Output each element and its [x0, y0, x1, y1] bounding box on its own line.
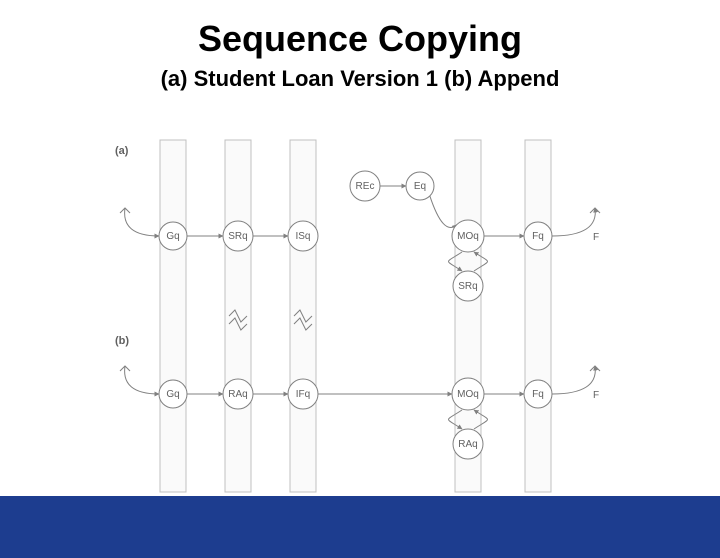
- page-title: Sequence Copying: [0, 18, 720, 60]
- edge: [552, 366, 595, 394]
- node-label: ISq: [295, 231, 310, 242]
- sequence-diagram: (a) (b) F F REc Eq Gq SRq ISq MOq Fq SRq Gq RAq IFq MOq…: [105, 136, 615, 496]
- page-subtitle: (a) Student Loan Version 1 (b) Append: [0, 66, 720, 92]
- node-label: REc: [356, 181, 375, 192]
- panel-label: (a): [115, 145, 129, 157]
- node-label: RAq: [458, 439, 477, 450]
- node-label: SRq: [228, 231, 247, 242]
- node-label: Fq: [532, 389, 544, 400]
- terminal-label: F: [593, 232, 599, 243]
- node-label: Gq: [166, 231, 179, 242]
- terminal-label: F: [593, 390, 599, 401]
- node-label: MOq: [457, 389, 479, 400]
- edge: [552, 208, 595, 236]
- lifeline: [160, 140, 186, 492]
- node-label: IFq: [296, 389, 310, 400]
- node-label: RAq: [228, 389, 247, 400]
- footer-bar: [0, 496, 720, 558]
- lifeline: [525, 140, 551, 492]
- node-label: MOq: [457, 231, 479, 242]
- node-label: SRq: [458, 281, 477, 292]
- node-label: Fq: [532, 231, 544, 242]
- node-label: Gq: [166, 389, 179, 400]
- edge: [430, 196, 457, 228]
- panel-label: (b): [115, 335, 129, 347]
- node-label: Eq: [414, 181, 426, 192]
